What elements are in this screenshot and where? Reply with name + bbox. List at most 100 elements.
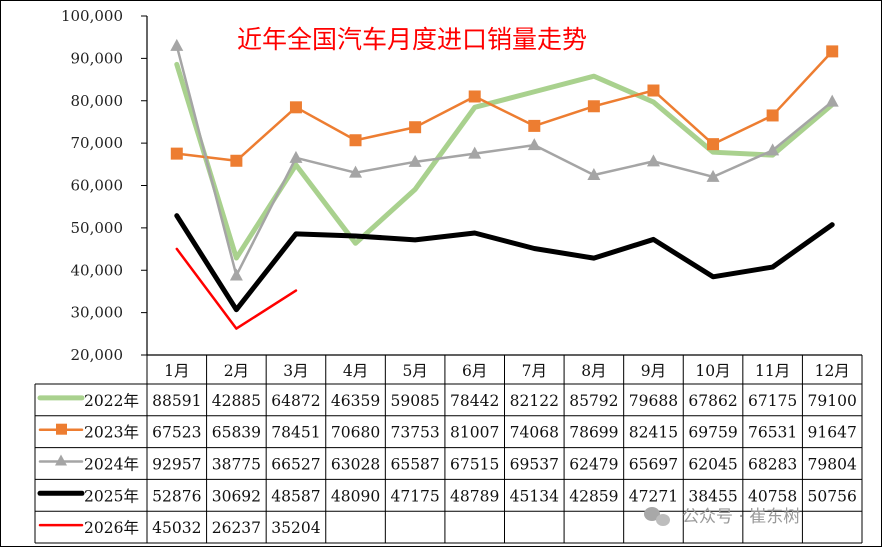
- table-cell: 67523: [152, 424, 201, 442]
- y-tick-label: 100,000: [61, 7, 123, 25]
- square-marker-icon: [826, 45, 839, 58]
- table-cell: 42885: [212, 392, 261, 410]
- legend-label: 2023年: [84, 424, 139, 442]
- table-cell: 78442: [450, 392, 499, 410]
- category-label: 8月: [581, 362, 606, 380]
- table-cell: 76531: [748, 424, 797, 442]
- table-cell: 67515: [450, 456, 499, 474]
- table-cell: 67175: [748, 392, 797, 410]
- triangle-marker-icon: [646, 154, 660, 167]
- table-cell: 91647: [808, 424, 857, 442]
- table-cell: 81007: [450, 424, 499, 442]
- table-cell: 92957: [152, 456, 201, 474]
- category-label: 6月: [462, 362, 487, 380]
- square-marker-icon: [766, 109, 779, 122]
- table-cell: 48789: [450, 487, 499, 505]
- legend-key-2026: 2026年: [38, 519, 139, 537]
- table-cell: 65839: [212, 424, 261, 442]
- table-cell: 35204: [271, 519, 320, 537]
- table-cell: 79804: [808, 456, 857, 474]
- table-cell: 82415: [629, 424, 678, 442]
- category-label: 3月: [283, 362, 308, 380]
- triangle-marker-icon: [289, 150, 303, 163]
- category-label: 11月: [755, 362, 790, 380]
- table-cell: 45032: [152, 519, 201, 537]
- triangle-marker-icon: [229, 268, 243, 281]
- legend-label: 2025年: [84, 487, 139, 505]
- table-cell: 66527: [271, 456, 320, 474]
- category-label: 9月: [641, 362, 666, 380]
- y-tick-label: 20,000: [71, 346, 124, 364]
- table-cell: 73753: [390, 424, 439, 442]
- table-cell: 65587: [390, 456, 439, 474]
- category-label: 5月: [402, 362, 427, 380]
- table-cell: 69759: [688, 424, 737, 442]
- table-cell: 78699: [569, 424, 618, 442]
- legend-label: 2024年: [84, 456, 139, 474]
- triangle-marker-icon: [825, 94, 839, 107]
- category-label: 10月: [695, 362, 730, 380]
- triangle-marker-icon: [55, 454, 67, 466]
- table-cell: 67862: [688, 392, 737, 410]
- series-line-2024: [175, 44, 834, 277]
- legend-key-2023: 2023年: [38, 423, 139, 442]
- legend-label: 2022年: [84, 392, 139, 410]
- series-line-2023: [175, 50, 834, 163]
- series-line-2025: [174, 213, 835, 313]
- chart-title: 近年全国汽车月度进口销量走势: [237, 25, 587, 54]
- table-cell: 79688: [629, 392, 678, 410]
- table-cell: 70680: [331, 424, 380, 442]
- table-cell: 30692: [212, 487, 261, 505]
- square-marker-icon: [647, 84, 660, 97]
- table-cell: 64872: [271, 392, 320, 410]
- square-marker-icon: [587, 100, 600, 113]
- table-cell: 85792: [569, 392, 618, 410]
- y-tick-label: 50,000: [71, 219, 124, 237]
- y-tick-label: 60,000: [71, 177, 124, 195]
- watermark-text: 公众号 · 崔东树: [682, 507, 800, 527]
- triangle-marker-icon: [587, 167, 601, 180]
- table-cell: 47175: [390, 487, 439, 505]
- table-cell: 26237: [212, 519, 261, 537]
- table-cell: 79100: [808, 392, 857, 410]
- legend-key-2022: 2022年: [37, 392, 139, 410]
- table-cell: 63028: [331, 456, 380, 474]
- table-cell: 82122: [510, 392, 559, 410]
- square-marker-icon: [349, 134, 362, 147]
- watermark: 公众号 · 崔东树: [644, 507, 800, 527]
- table-cell: 45134: [510, 487, 559, 505]
- table-cell: 48587: [271, 487, 320, 505]
- legend-key-2025: 2025年: [37, 487, 139, 505]
- category-label: 4月: [343, 362, 368, 380]
- table-cell: 78451: [271, 424, 320, 442]
- table-cell: 68283: [748, 456, 797, 474]
- legend-label: 2026年: [84, 519, 139, 537]
- table-cell: 48090: [331, 487, 380, 505]
- y-tick-label: 70,000: [71, 134, 124, 152]
- table-cell: 59085: [390, 392, 439, 410]
- category-label: 1月: [164, 362, 189, 380]
- series-line-2022: [174, 61, 835, 261]
- y-tick-label: 30,000: [71, 304, 124, 322]
- series-line-2026: [175, 247, 298, 330]
- triangle-marker-icon: [408, 154, 422, 167]
- table-cell: 88591: [152, 392, 201, 410]
- table-cell: 40758: [748, 487, 797, 505]
- wechat-icon: [656, 514, 670, 526]
- square-marker-icon: [230, 154, 243, 167]
- table-cell: 69537: [510, 456, 559, 474]
- wechat-icon: [644, 507, 660, 521]
- square-marker-icon: [170, 147, 183, 160]
- triangle-marker-icon: [527, 138, 541, 151]
- table-cell: 62045: [688, 456, 737, 474]
- square-marker-icon: [528, 119, 541, 132]
- triangle-marker-icon: [170, 38, 184, 51]
- category-label: 2月: [224, 362, 249, 380]
- square-marker-icon: [468, 90, 481, 103]
- triangle-marker-icon: [766, 143, 780, 156]
- square-marker-icon: [409, 121, 422, 134]
- table-cell: 38775: [212, 456, 261, 474]
- legend-key-2024: 2024年: [38, 454, 139, 474]
